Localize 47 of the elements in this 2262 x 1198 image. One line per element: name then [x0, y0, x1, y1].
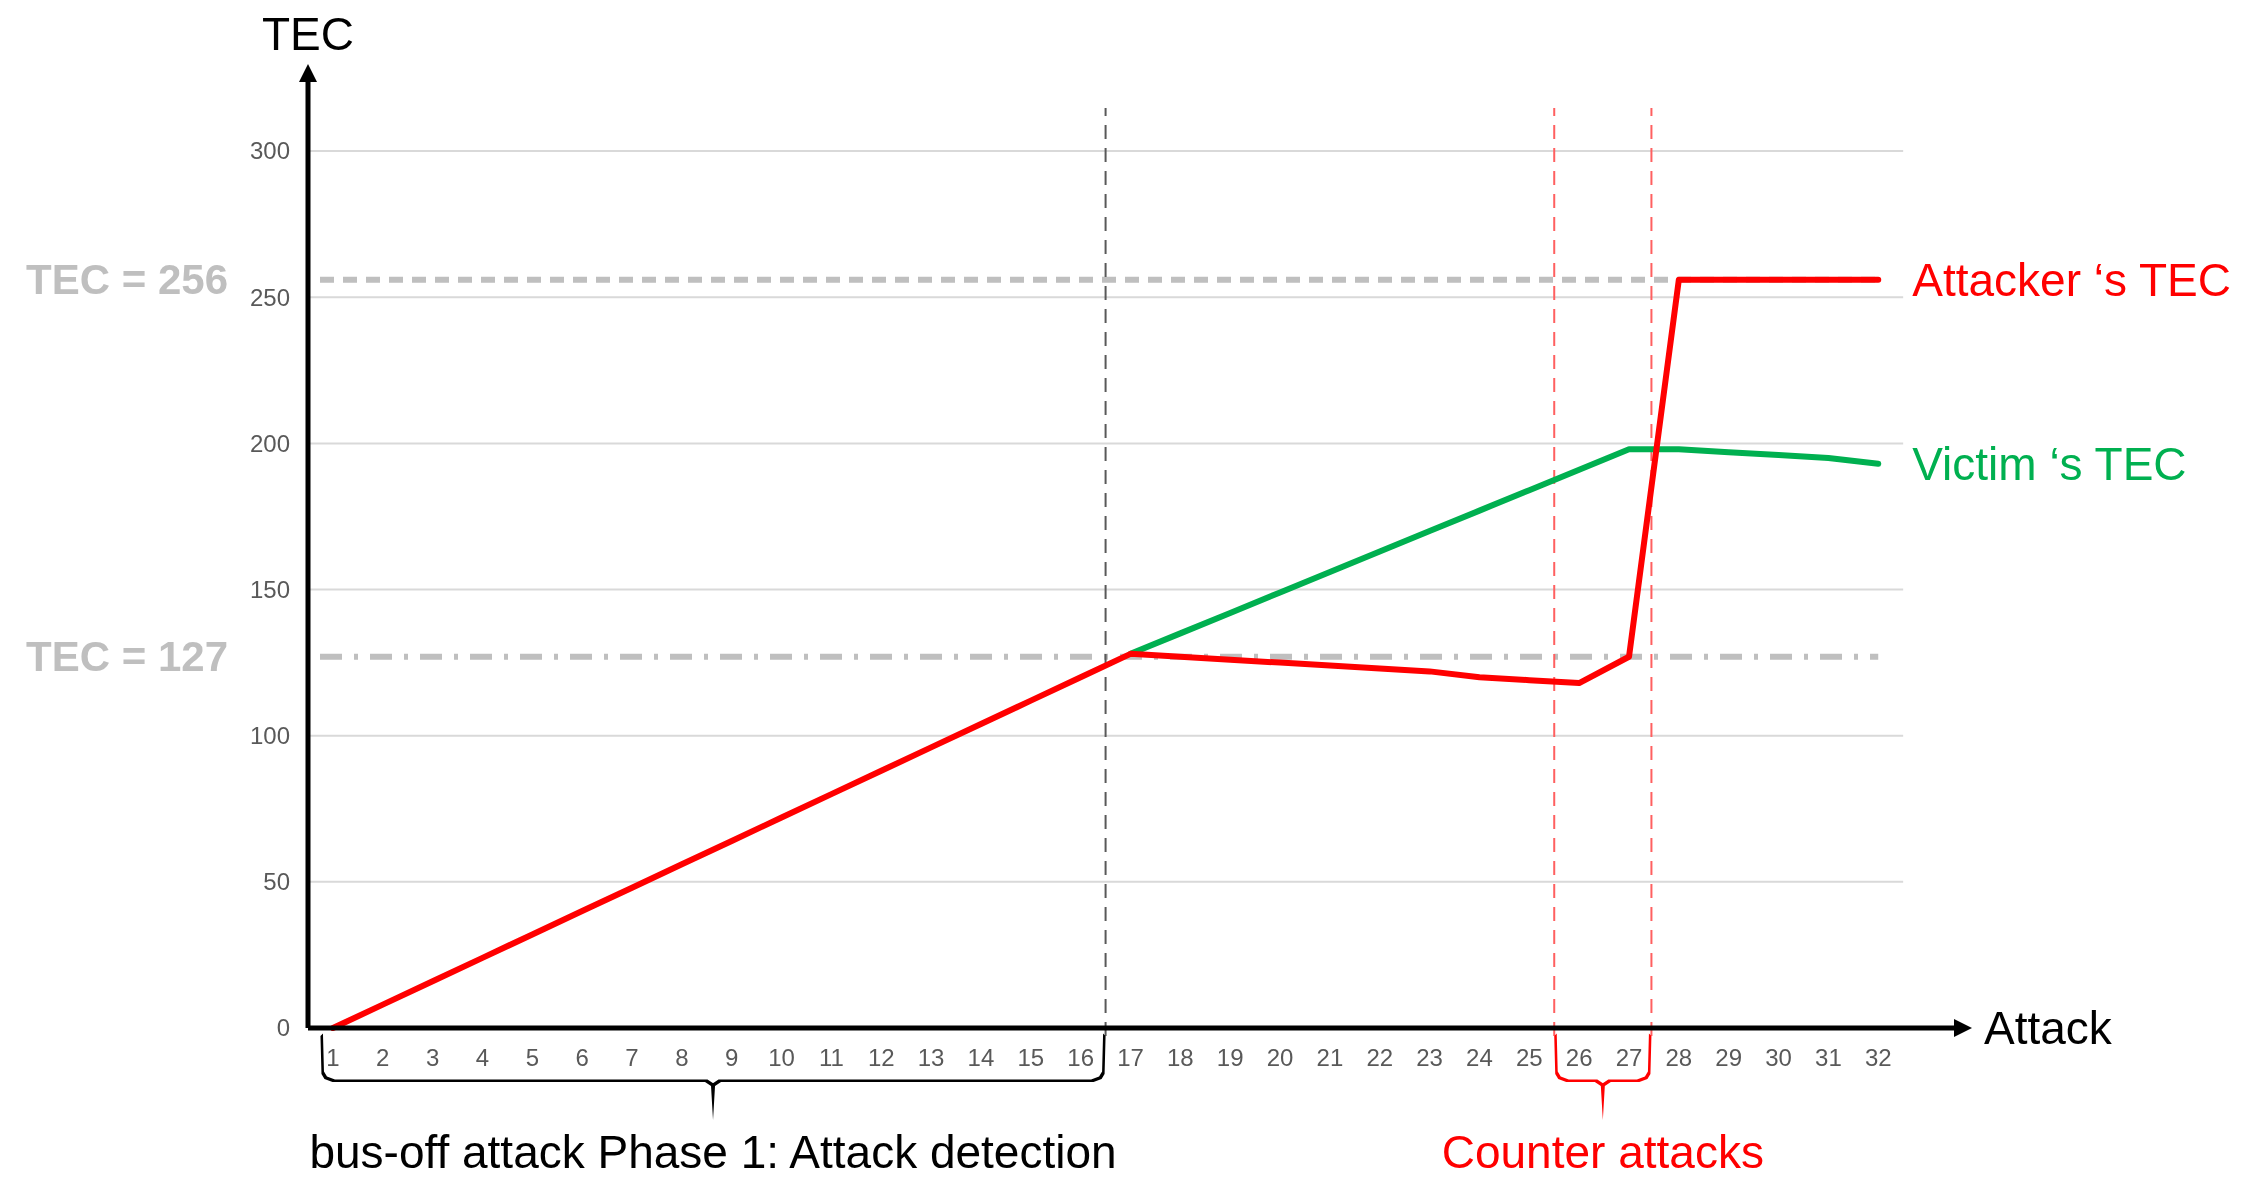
x-tick-label: 9 — [725, 1044, 739, 1071]
x-tick-label: 12 — [867, 1044, 895, 1071]
x-tick-label: 17 — [1117, 1044, 1144, 1071]
x-tick-label: 24 — [1466, 1044, 1493, 1071]
x-tick-label: 32 — [1864, 1044, 1892, 1071]
x-tick-label: 23 — [1416, 1044, 1443, 1071]
x-tick-label: 22 — [1366, 1044, 1394, 1071]
x-tick-label: 27 — [1615, 1044, 1643, 1071]
series-label: Attacker ‘s TEC — [1912, 253, 2231, 306]
y-tick-label: 50 — [263, 868, 290, 896]
y-tick-label: 100 — [249, 722, 290, 750]
x-tick-label: 18 — [1167, 1044, 1194, 1071]
x-tick-label: 7 — [625, 1044, 639, 1071]
x-tick-label: 31 — [1815, 1044, 1842, 1071]
y-axis-title: TEC — [262, 8, 354, 60]
x-tick-label: 8 — [675, 1044, 689, 1071]
x-tick-label: 10 — [768, 1044, 795, 1071]
text: Counter attacks — [1441, 1126, 1764, 1178]
x-tick-label: 14 — [967, 1044, 995, 1071]
ref-line-label: TEC = 127 — [26, 633, 228, 681]
series-label: Victim ‘s TEC — [1912, 437, 2187, 490]
x-tick-label: 15 — [1017, 1044, 1045, 1071]
x-tick-label: 2 — [376, 1044, 390, 1071]
x-axis-title: Attack — [1984, 1002, 2113, 1055]
x-tick-label: 5 — [525, 1044, 539, 1071]
ref-line-label: TEC = 256 — [26, 256, 228, 304]
x-tick-label: 28 — [1665, 1044, 1693, 1071]
x-tick-label: 6 — [575, 1044, 589, 1071]
x-tick-label: 26 — [1565, 1044, 1593, 1071]
x-tick-label: 11 — [818, 1044, 844, 1071]
x-tick-label: 20 — [1266, 1044, 1294, 1071]
y-tick-label: 250 — [249, 283, 290, 311]
x-tick-label: 16 — [1067, 1044, 1095, 1071]
x-tick-label: 1 — [326, 1044, 340, 1071]
text: bus-off attack Phase 1: Attack detection — [309, 1126, 1117, 1178]
x-tick-label: 21 — [1316, 1044, 1344, 1071]
x-tick-label: 13 — [917, 1044, 945, 1071]
y-tick-label: 150 — [249, 575, 290, 603]
x-tick-label: 25 — [1515, 1044, 1543, 1071]
x-tick-label: 30 — [1765, 1044, 1792, 1071]
y-tick-label: 300 — [249, 137, 290, 165]
x-tick-label: 29 — [1715, 1044, 1743, 1071]
x-tick-label: 4 — [475, 1044, 490, 1071]
x-tick-label: 19 — [1216, 1044, 1244, 1071]
y-tick-label: 200 — [249, 429, 290, 457]
y-tick-label: 0 — [276, 1014, 290, 1042]
x-tick-label: 3 — [425, 1044, 440, 1071]
